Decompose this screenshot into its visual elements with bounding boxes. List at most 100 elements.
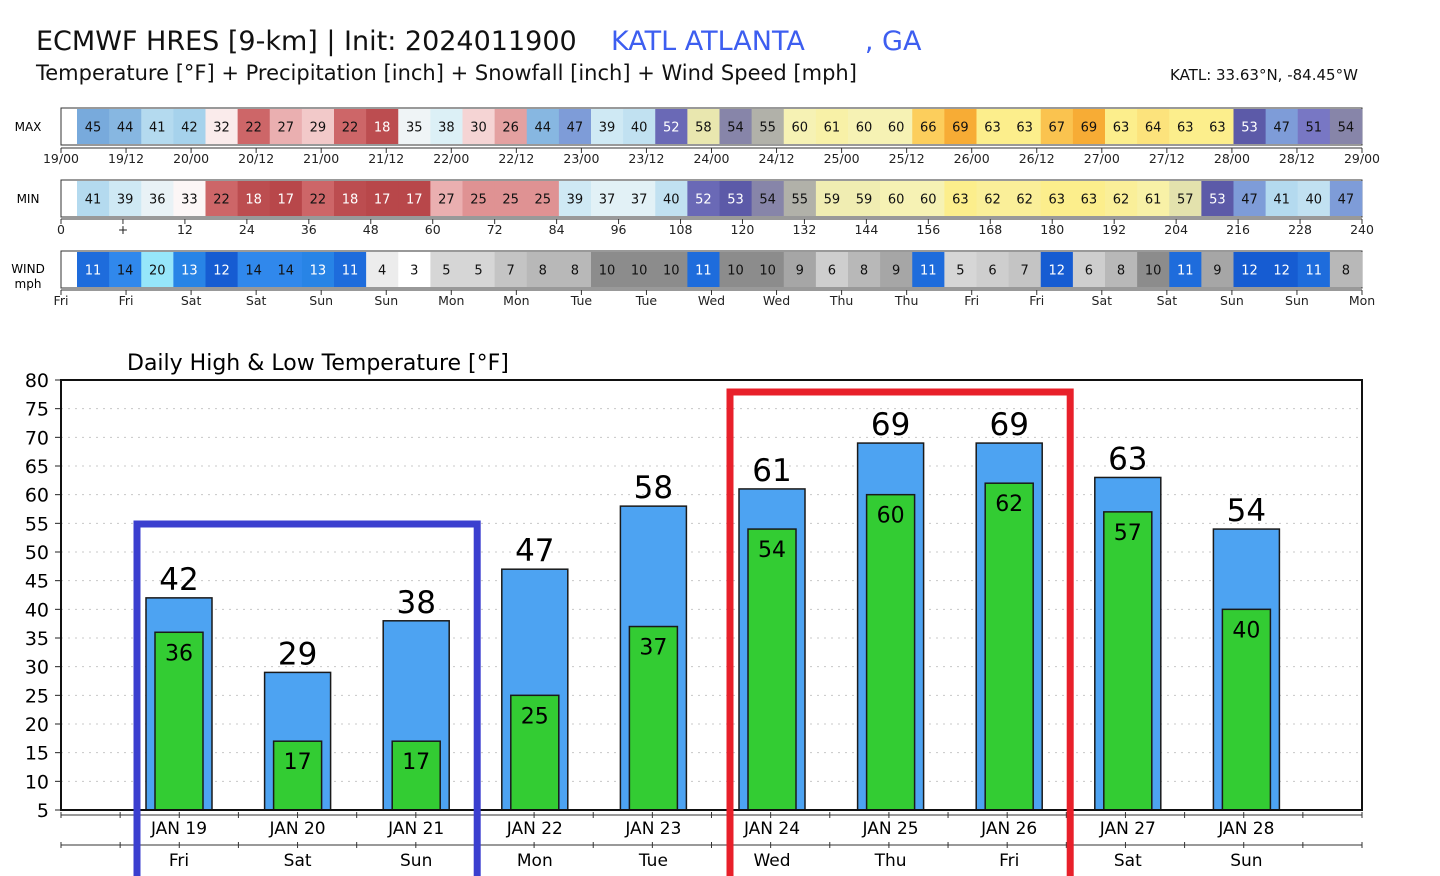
max-cell: [655, 109, 688, 144]
min-cell-value: 55: [792, 193, 809, 208]
max-cell-value: 63: [1016, 121, 1033, 136]
low-temp-label: 36: [165, 641, 193, 666]
wind-cell: [173, 252, 206, 287]
wind-cell-value: 10: [727, 264, 744, 279]
high-temp-label: 69: [989, 407, 1028, 443]
max-cell-value: 45: [85, 121, 102, 136]
wind-cell-value: 13: [310, 264, 327, 279]
wind-cell: [366, 252, 399, 287]
min-cell: [719, 181, 753, 216]
low-temp-label: 60: [877, 504, 905, 529]
wind-cell: [558, 252, 592, 287]
wind-cell: [815, 252, 849, 287]
min-cell: [1297, 181, 1331, 216]
max-axis-label: 21/00: [303, 151, 339, 166]
wind-axis-label: Mon: [1349, 293, 1375, 308]
weekday-label: Fri: [169, 851, 189, 871]
wind-cell-value: 14: [245, 264, 262, 279]
min-cell-value: 57: [1177, 193, 1194, 208]
max-cell: [687, 109, 720, 144]
wind-cell-value: 8: [571, 264, 579, 279]
min-cell-value: 41: [1273, 193, 1290, 208]
wind-axis-label: Wed: [763, 293, 790, 308]
max-cell: [494, 109, 528, 144]
min-cell: [1105, 181, 1138, 216]
min-cell-value: 52: [695, 193, 712, 208]
max-cell: [1169, 109, 1202, 144]
max-axis-label: 23/12: [628, 151, 664, 166]
min-cell-value: 62: [1016, 193, 1033, 208]
min-cell-value: 40: [1306, 193, 1323, 208]
min-axis-label: 168: [978, 222, 1002, 237]
wind-cell-value: 12: [1049, 264, 1066, 279]
min-cell: [623, 181, 656, 216]
max-cell: [1008, 109, 1042, 144]
min-cell: [944, 181, 977, 216]
min-cell-value: 22: [310, 193, 327, 208]
weekday-label: Sat: [284, 851, 312, 871]
min-axis-label: 12: [177, 222, 193, 237]
min-cell: [109, 181, 142, 216]
weekday-label: Fri: [999, 851, 1019, 871]
wind-cell-value: 11: [1177, 264, 1194, 279]
min-cell-value: 25: [470, 193, 487, 208]
low-temp-bar: [154, 631, 204, 811]
max-cell: [1265, 109, 1299, 144]
wind-axis-label: Sun: [374, 293, 398, 308]
max-cell-value: 54: [1338, 121, 1355, 136]
max-cell: [109, 109, 142, 144]
max-axis-label: 25/12: [889, 151, 925, 166]
max-cell-value: 44: [535, 121, 552, 136]
y-axis-tick-label: 60: [25, 485, 49, 507]
wind-cell: [1233, 252, 1267, 287]
y-axis-tick-label: 45: [25, 571, 49, 593]
wind-axis-label: Tue: [570, 293, 593, 308]
low-temp-label: 40: [1232, 618, 1260, 643]
weekday-label: Sat: [1114, 851, 1142, 871]
wind-cell-value: 10: [599, 264, 616, 279]
min-cell: [751, 181, 785, 216]
high-temp-label: 69: [871, 407, 910, 443]
weekday-label: Mon: [517, 851, 553, 871]
min-cell-value: 39: [567, 193, 584, 208]
location-label: KATL ATLANTA , GA: [611, 26, 922, 57]
max-cell-value: 41: [149, 121, 166, 136]
min-cell: [912, 181, 945, 216]
wind-cell: [1072, 252, 1106, 287]
wind-axis-label: Sat: [181, 293, 202, 308]
max-cell: [398, 109, 431, 144]
max-cell: [1105, 109, 1138, 144]
wind-cell: [751, 252, 785, 287]
max-cell: [430, 109, 463, 144]
min-cell: [1137, 181, 1170, 216]
y-axis-tick-label: 40: [25, 599, 49, 621]
wind-axis-label: Tue: [635, 293, 658, 308]
min-axis-label: 132: [792, 222, 816, 237]
high-temp-label: 58: [634, 470, 673, 506]
date-label: JAN 22: [506, 819, 563, 839]
min-cell: [1201, 181, 1234, 216]
max-cell: [1233, 109, 1267, 144]
max-cell-value: 69: [1081, 121, 1098, 136]
weekday-label: Sun: [400, 851, 432, 871]
low-temp-label: 37: [639, 636, 667, 661]
min-cell-value: 25: [502, 193, 519, 208]
max-cell: [912, 109, 945, 144]
min-axis-label: +: [118, 222, 128, 237]
wind-axis-label: Wed: [698, 293, 725, 308]
min-cell: [558, 181, 592, 216]
max-axis-label: 25/00: [824, 151, 860, 166]
wind-cell-value: 7: [507, 264, 515, 279]
min-axis-label: 48: [363, 222, 379, 237]
max-cell-value: 22: [245, 121, 262, 136]
min-axis-label: 36: [301, 222, 317, 237]
max-cell-value: 47: [567, 121, 584, 136]
wind-cell: [237, 252, 271, 287]
wind-cell: [944, 252, 977, 287]
max-cell-value: 61: [824, 121, 841, 136]
date-label: JAN 19: [150, 819, 207, 839]
min-axis-label: 216: [1226, 222, 1250, 237]
low-temp-label: 17: [284, 750, 312, 775]
max-cell-value: 29: [310, 121, 327, 136]
max-axis-label: 24/00: [693, 151, 729, 166]
